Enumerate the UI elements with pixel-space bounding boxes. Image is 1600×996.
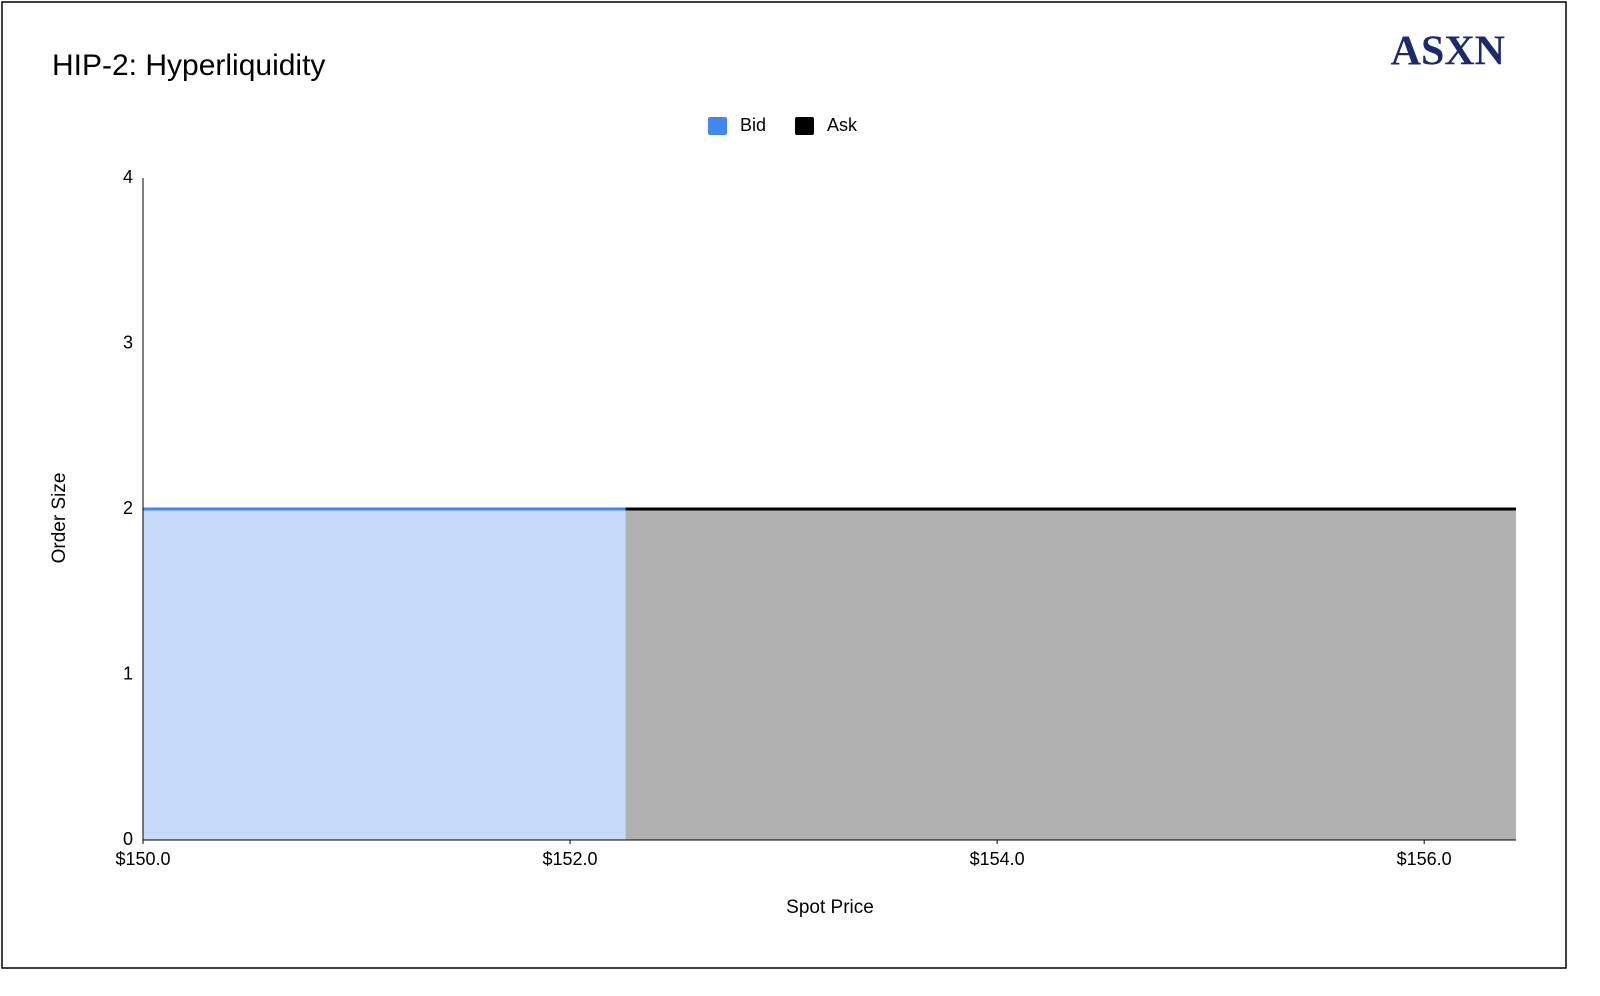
- x-tick-label: $154.0: [970, 849, 1025, 869]
- legend-label: Ask: [827, 115, 858, 135]
- y-tick-label: 2: [123, 498, 133, 518]
- logo: ASXN: [1391, 29, 1505, 75]
- legend-swatch: [708, 117, 727, 135]
- area: [143, 509, 626, 840]
- area: [625, 509, 1516, 840]
- y-tick-label: 4: [123, 167, 133, 187]
- y-tick-label: 0: [123, 829, 133, 849]
- x-tick-label: $150.0: [115, 849, 170, 869]
- x-tick-label: $152.0: [543, 849, 598, 869]
- x-tick-label: $156.0: [1397, 849, 1452, 869]
- y-tick-label: 3: [123, 332, 133, 352]
- legend-label: Bid: [740, 115, 766, 135]
- y-tick-label: 1: [123, 663, 133, 683]
- y-axis-label: Order Size: [49, 473, 70, 564]
- x-axis-label: Spot Price: [786, 897, 874, 918]
- chart-title: HIP-2: Hyperliquidity: [52, 49, 325, 82]
- legend-swatch: [795, 117, 814, 135]
